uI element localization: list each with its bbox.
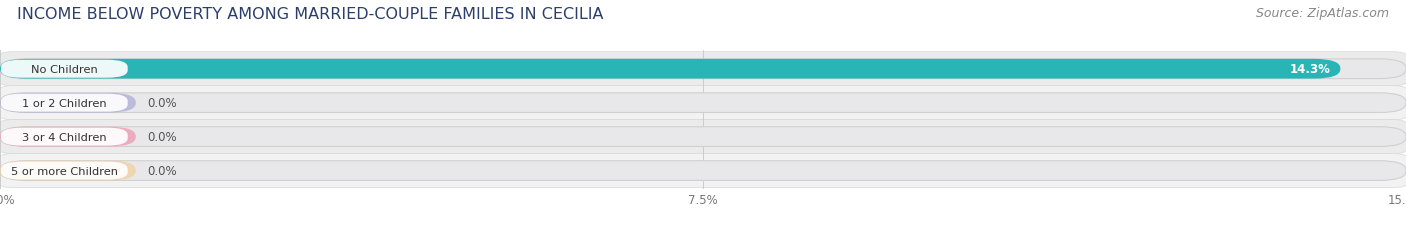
FancyBboxPatch shape xyxy=(0,127,136,147)
FancyBboxPatch shape xyxy=(0,93,136,113)
Text: 0.0%: 0.0% xyxy=(148,131,177,143)
FancyBboxPatch shape xyxy=(1,61,128,78)
FancyBboxPatch shape xyxy=(0,120,1406,154)
Text: Source: ZipAtlas.com: Source: ZipAtlas.com xyxy=(1256,7,1389,20)
FancyBboxPatch shape xyxy=(0,161,1406,181)
FancyBboxPatch shape xyxy=(0,86,1406,120)
FancyBboxPatch shape xyxy=(1,94,128,112)
FancyBboxPatch shape xyxy=(1,162,128,180)
Text: 3 or 4 Children: 3 or 4 Children xyxy=(22,132,107,142)
FancyBboxPatch shape xyxy=(0,93,1406,113)
FancyBboxPatch shape xyxy=(0,60,1406,79)
FancyBboxPatch shape xyxy=(0,52,1406,86)
Text: 0.0%: 0.0% xyxy=(148,97,177,110)
FancyBboxPatch shape xyxy=(0,60,1340,79)
FancyBboxPatch shape xyxy=(1,128,128,146)
FancyBboxPatch shape xyxy=(0,161,136,181)
Text: INCOME BELOW POVERTY AMONG MARRIED-COUPLE FAMILIES IN CECILIA: INCOME BELOW POVERTY AMONG MARRIED-COUPL… xyxy=(17,7,603,22)
FancyBboxPatch shape xyxy=(0,127,1406,147)
Text: 5 or more Children: 5 or more Children xyxy=(11,166,118,176)
Text: 0.0%: 0.0% xyxy=(148,164,177,177)
FancyBboxPatch shape xyxy=(0,154,1406,188)
Text: 14.3%: 14.3% xyxy=(1291,63,1331,76)
Text: No Children: No Children xyxy=(31,64,97,74)
Text: 1 or 2 Children: 1 or 2 Children xyxy=(22,98,107,108)
